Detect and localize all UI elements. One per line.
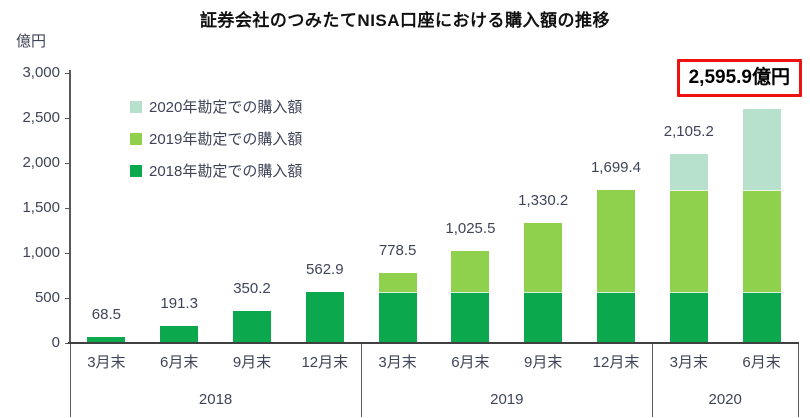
x-tick-month-label: 3月末 xyxy=(378,354,417,371)
legend-label: 2018年勘定での購入額 xyxy=(149,163,303,180)
bar-value-label: 1,025.5 xyxy=(445,219,496,237)
bar-segment xyxy=(160,325,199,343)
x-tick-year-label: 2018 xyxy=(198,391,233,408)
bar-segment xyxy=(524,223,563,293)
bar-segment xyxy=(742,292,781,343)
bar-segment-divider xyxy=(378,291,417,293)
bar-value-label: 350.2 xyxy=(233,280,271,298)
bar-segment xyxy=(669,153,708,191)
x-tick-month-label: 12月末 xyxy=(301,354,349,371)
group-separator-line xyxy=(797,343,799,417)
legend-label: 2019年勘定での購入額 xyxy=(149,131,303,148)
bar-value-label: 1,330.2 xyxy=(518,192,569,210)
y-tick-label: 500 xyxy=(34,289,60,306)
legend-item: 2018年勘定での購入額 xyxy=(130,160,302,181)
legend-label: 2020年勘定での購入額 xyxy=(149,99,303,116)
x-tick-month-label: 3月末 xyxy=(87,354,126,371)
bar-segment xyxy=(233,311,271,343)
bar-segment xyxy=(378,292,417,343)
bar-segment-divider xyxy=(597,291,635,293)
y-axis-tick xyxy=(65,162,69,164)
y-tick-label: 2,500 xyxy=(22,109,60,126)
y-axis-line xyxy=(69,70,71,343)
bar-segment xyxy=(597,292,635,343)
y-tick-label: 2,000 xyxy=(22,154,60,171)
bar-segment xyxy=(597,190,635,293)
x-tick-month-label: 9月末 xyxy=(232,354,272,371)
legend-item: 2019年勘定での購入額 xyxy=(130,128,302,149)
bar-segment xyxy=(524,292,563,343)
bar-segment xyxy=(87,336,126,343)
bar-segment-divider xyxy=(524,291,563,293)
bar-value-label: 2,105.2 xyxy=(663,122,714,140)
y-tick-label: 0 xyxy=(51,334,60,351)
x-tick-month-label: 9月末 xyxy=(524,354,563,371)
bar-segment xyxy=(669,190,708,293)
bar-value-label: 1,699.4 xyxy=(590,159,642,177)
bar-segment xyxy=(451,250,490,293)
group-separator-line xyxy=(69,343,71,417)
x-tick-month-label: 6月末 xyxy=(160,354,199,371)
x-tick-month-label: 6月末 xyxy=(742,354,781,371)
legend-swatch xyxy=(130,164,142,177)
bar-segment-divider xyxy=(451,291,490,293)
bar-segment-divider xyxy=(669,189,708,191)
bar-segment xyxy=(378,272,417,293)
bar-value-label: 191.3 xyxy=(160,294,198,312)
chart-title: 証券会社のつみたてNISA口座における購入額の推移 xyxy=(199,11,611,30)
highlight-value-label: 2,595.9億円 xyxy=(688,67,790,88)
y-axis-tick xyxy=(65,252,69,254)
y-axis-tick xyxy=(65,117,69,119)
y-axis-tick xyxy=(65,207,69,209)
y-tick-label: 3,000 xyxy=(22,64,60,81)
bar-segment-divider xyxy=(669,291,708,293)
bar-segment xyxy=(742,190,781,293)
x-tick-year-label: 2019 xyxy=(490,391,524,408)
bar-value-label: 68.5 xyxy=(91,305,121,323)
y-tick-label: 1,000 xyxy=(22,244,60,261)
bar-value-label: 562.9 xyxy=(306,261,344,279)
bar-segment xyxy=(742,109,781,191)
y-axis-unit-label: 億円 xyxy=(16,33,47,50)
bar-value-label: 778.5 xyxy=(378,241,417,259)
x-tick-year-label: 2020 xyxy=(708,391,742,408)
y-axis-tick xyxy=(65,342,69,344)
x-tick-month-label: 3月末 xyxy=(669,354,708,371)
x-axis-line xyxy=(68,342,799,344)
y-axis-tick xyxy=(65,297,69,299)
bar-segment-divider xyxy=(742,291,781,293)
bar-segment xyxy=(669,292,708,343)
bar-segment-divider xyxy=(742,189,781,191)
legend-swatch xyxy=(130,100,142,113)
x-tick-month-label: 12月末 xyxy=(592,354,640,371)
legend: 2020年勘定での購入額 2019年勘定での購入額 2018年勘定での購入額 xyxy=(130,96,302,192)
legend-swatch xyxy=(130,132,142,145)
group-separator-line xyxy=(360,343,362,417)
group-separator-line xyxy=(651,343,653,417)
x-tick-month-label: 6月末 xyxy=(451,354,490,371)
highlight-callout: 2,595.9億円 xyxy=(676,59,802,97)
y-axis-tick xyxy=(65,72,69,74)
bar-segment xyxy=(451,292,490,343)
y-tick-label: 1,500 xyxy=(22,199,60,216)
legend-item: 2020年勘定での購入額 xyxy=(130,96,302,117)
bar-segment xyxy=(305,292,344,343)
